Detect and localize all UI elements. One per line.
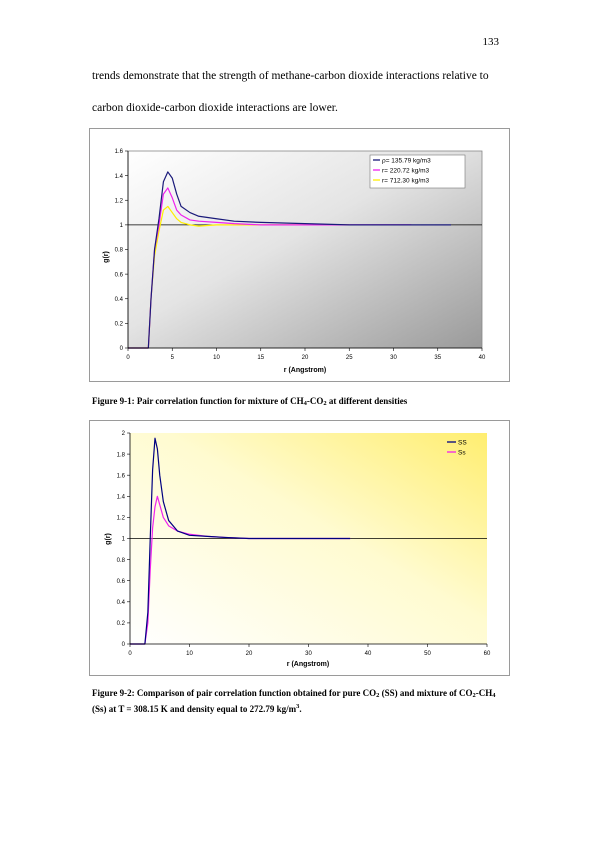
paragraph-line-2: carbon dioxide-carbon dioxide interactio… — [92, 102, 338, 114]
legend-1-entry-3: r= 712.30 kg/m3 — [382, 178, 430, 185]
x-tick-label: 20 — [246, 651, 253, 657]
y-tick-label: 1.2 — [117, 516, 126, 522]
figure-1-chart: 00.20.40.60.811.21.41.60 5 10 15 20 25 30 35 40 … — [103, 149, 486, 374]
x-tick-label: 50 — [424, 651, 431, 657]
figure-1-caption: Figure 9-1: Pair correlation function fo… — [92, 396, 408, 407]
x-tick-label: 40 — [365, 651, 372, 657]
y-tick-label: 1.2 — [115, 198, 124, 204]
y-tick-label: 0.6 — [117, 579, 126, 585]
y-tick-label: 1 — [120, 223, 124, 229]
figure-2-chart: 00.20.40.60.811.21.41.61.820 10 20 30 40 50 60… — [105, 431, 491, 668]
x-axis-label-2: r (Angstrom) — [287, 661, 329, 668]
figure-1-frame: 0 0.2 0.4 0.6 0.8 1 1.2 1.4 1.6 0 5 10 15 20 25 30 35 40 … — [89, 128, 510, 382]
y-tick-label: 1.4 — [115, 174, 124, 180]
y-tick-label: 2 — [122, 431, 126, 437]
x-tick-label: 10 — [213, 355, 220, 361]
legend-1: ρ= 135.79 kg/m3 r= 220.72 kg/m3 r= 712.3… — [369, 154, 466, 189]
y-axis-label-1: g(r) — [103, 251, 110, 263]
x-tick-label: 5 — [171, 355, 175, 361]
paragraph-line-1: trends demonstrate that the strength of … — [92, 70, 489, 82]
legend-2-entry-1: SS — [458, 440, 467, 447]
y-tick-label: 0.2 — [117, 621, 126, 627]
legend-2: SS Ss — [447, 440, 467, 457]
x-axis-label-1: r (Angstrom) — [284, 367, 326, 374]
figure-2-caption: Figure 9-2: Comparison of pair correlati… — [92, 688, 496, 714]
y-tick-label: 1.4 — [117, 495, 126, 501]
y-tick-label: 0.2 — [115, 322, 124, 328]
legend-1-entry-2: r= 220.72 kg/m3 — [382, 168, 430, 175]
page-number: 133 — [482, 36, 500, 48]
y-tick-label: 1.8 — [117, 452, 126, 458]
y-tick-label: 0 — [120, 346, 124, 352]
y-tick-label: 0.4 — [115, 297, 124, 303]
x-tick-label: 40 — [479, 355, 486, 361]
x-tick-label: 20 — [302, 355, 309, 361]
x-tick-label: 30 — [305, 651, 312, 657]
x-tick-label: 10 — [186, 651, 193, 657]
x-tick-label: 0 — [126, 355, 130, 361]
legend-1-entry-1: ρ= 135.79 kg/m3 — [382, 158, 431, 165]
y-axis-label-2: g(r) — [105, 533, 112, 545]
y-tick-label: 0.8 — [115, 248, 124, 254]
y-tick-label: 0.6 — [115, 272, 124, 278]
x-tick-label: 60 — [484, 651, 491, 657]
legend-2-entry-2: Ss — [458, 450, 466, 457]
y-tick-label: 1 — [122, 537, 126, 543]
y-tick-label: 0 — [122, 642, 126, 648]
figure-2-frame: 0 0.2 0.4 0.6 0.8 1 1.2 1.4 1.6 1.8 2 0 10 20 30 40 50 60… — [89, 420, 510, 676]
x-tick-label: 15 — [257, 355, 264, 361]
x-tick-label: 25 — [346, 355, 353, 361]
y-tick-label: 1.6 — [117, 473, 126, 479]
x-tick-label: 30 — [390, 355, 397, 361]
series-line-1 — [130, 437, 351, 645]
y-tick-label: 0.8 — [117, 558, 126, 564]
y-tick-label: 0.4 — [117, 600, 126, 606]
x-tick-label: 0 — [128, 651, 132, 657]
y-tick-label: 1.6 — [115, 149, 124, 155]
x-tick-label: 35 — [434, 355, 441, 361]
series-line-1 — [128, 171, 452, 349]
